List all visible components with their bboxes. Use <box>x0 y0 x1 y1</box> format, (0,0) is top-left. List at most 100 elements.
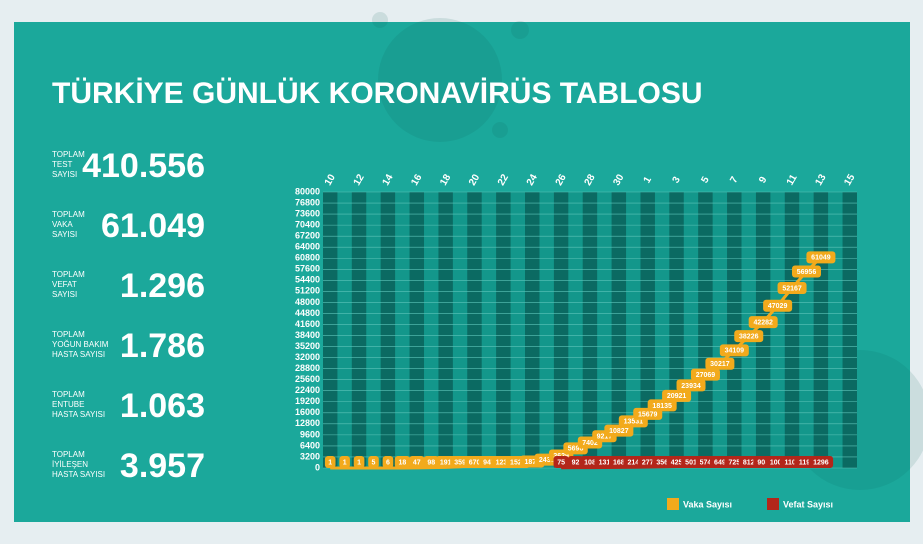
data-point <box>791 265 821 278</box>
data-label: 1006 <box>770 459 786 466</box>
column-stripe <box>409 192 425 468</box>
stat-label: TOPLAM <box>52 330 85 339</box>
column-stripe <box>323 192 338 468</box>
column-stripe <box>813 192 829 468</box>
data-label: 6 <box>386 459 390 466</box>
y-tick-label: 64000 <box>295 242 320 252</box>
column-stripe <box>525 192 540 468</box>
data-label: 47029 <box>768 303 788 310</box>
data-label: 908 <box>757 459 769 466</box>
stat-label: SAYISI <box>52 170 77 179</box>
y-tick-label: 70400 <box>295 219 320 229</box>
data-label: 56956 <box>797 269 817 276</box>
x-tick-label: 15 <box>842 172 857 188</box>
stat-label: SAYISI <box>52 290 77 299</box>
data-label: 574 <box>700 459 712 466</box>
data-label: 670 <box>469 459 481 466</box>
data-label: 425 <box>671 459 683 466</box>
column-stripe <box>510 192 526 468</box>
data-point <box>409 456 425 468</box>
column-stripe <box>741 192 756 468</box>
x-tick-label: 16 <box>409 172 424 188</box>
column-stripe <box>669 192 684 468</box>
data-label: 108 <box>584 459 596 466</box>
data-label: 277 <box>642 459 654 466</box>
stat-label: TEST <box>52 160 73 169</box>
x-tick-label: 14 <box>381 172 396 188</box>
x-tick-label: 24 <box>525 172 540 188</box>
data-label: 7402 <box>582 440 598 447</box>
data-label: 9217 <box>597 434 613 441</box>
data-label: 5 <box>372 459 376 466</box>
data-point <box>382 456 394 468</box>
column-stripe <box>755 192 771 468</box>
data-label: 34109 <box>725 348 745 355</box>
data-point <box>705 357 735 370</box>
stat-value: 3.957 <box>120 447 205 485</box>
data-point <box>339 456 350 468</box>
data-point <box>394 456 410 468</box>
column-stripe <box>842 192 857 468</box>
column-stripe <box>438 192 453 468</box>
stat-label: HASTA SAYISI <box>52 470 105 479</box>
data-label: 1296 <box>813 459 829 466</box>
data-label: 1198 <box>799 459 814 466</box>
data-label: 92 <box>572 459 580 466</box>
data-point <box>353 456 365 468</box>
data-label: 75 <box>557 459 565 466</box>
y-tick-label: 38400 <box>295 330 320 340</box>
data-label: 191 <box>440 459 452 466</box>
data-point <box>324 456 336 468</box>
data-label: 23934 <box>681 383 701 390</box>
x-tick-label: 9 <box>757 175 770 186</box>
stat-value: 1.296 <box>120 267 205 305</box>
y-tick-label: 35200 <box>295 341 320 351</box>
data-label: 501 <box>685 459 697 466</box>
legend-swatch <box>767 498 779 510</box>
stat-label: YOĞUN BAKIM <box>52 340 109 349</box>
y-tick-label: 0 <box>315 462 320 472</box>
data-point <box>676 379 706 392</box>
column-stripe <box>784 192 800 468</box>
legend-label: Vaka Sayısı <box>683 499 732 509</box>
data-label: 1 <box>328 459 332 466</box>
stat-value: 410.556 <box>82 147 205 185</box>
data-point <box>719 344 749 357</box>
data-point <box>647 399 677 412</box>
column-stripe <box>597 192 612 468</box>
data-label: 649 <box>714 459 726 466</box>
y-tick-label: 51200 <box>295 286 320 296</box>
data-label: 725 <box>728 459 740 466</box>
x-tick-label: 13 <box>813 172 828 188</box>
data-label: 5698 <box>568 446 584 453</box>
column-stripe <box>351 192 367 468</box>
column-stripe <box>727 192 742 468</box>
column-stripe <box>539 192 554 468</box>
column-stripe <box>337 192 352 468</box>
x-tick-label: 10 <box>323 172 338 188</box>
stat-label: HASTA SAYISI <box>52 350 105 359</box>
column-stripe <box>640 192 655 468</box>
column-stripe <box>626 192 641 468</box>
data-label: 98 <box>427 459 435 466</box>
column-stripe <box>481 192 497 468</box>
data-point <box>806 251 836 264</box>
data-label: 52167 <box>782 285 802 292</box>
stat-label: TOPLAM <box>52 390 85 399</box>
stat-label: ENTUBE <box>52 400 84 409</box>
y-tick-label: 73600 <box>295 208 320 218</box>
data-label: 27069 <box>696 372 716 379</box>
column-stripe <box>452 192 468 468</box>
data-label: 1 <box>343 459 347 466</box>
column-stripe <box>424 192 439 468</box>
data-label: 18135 <box>652 403 672 410</box>
data-label: 42282 <box>753 319 773 326</box>
x-tick-label: 30 <box>611 172 626 188</box>
y-tick-label: 48000 <box>295 297 320 307</box>
column-stripe <box>582 192 598 468</box>
column-stripe <box>568 192 583 468</box>
column-stripe <box>366 192 381 468</box>
stat-label: VAKA <box>52 220 73 229</box>
column-stripe <box>654 192 670 468</box>
